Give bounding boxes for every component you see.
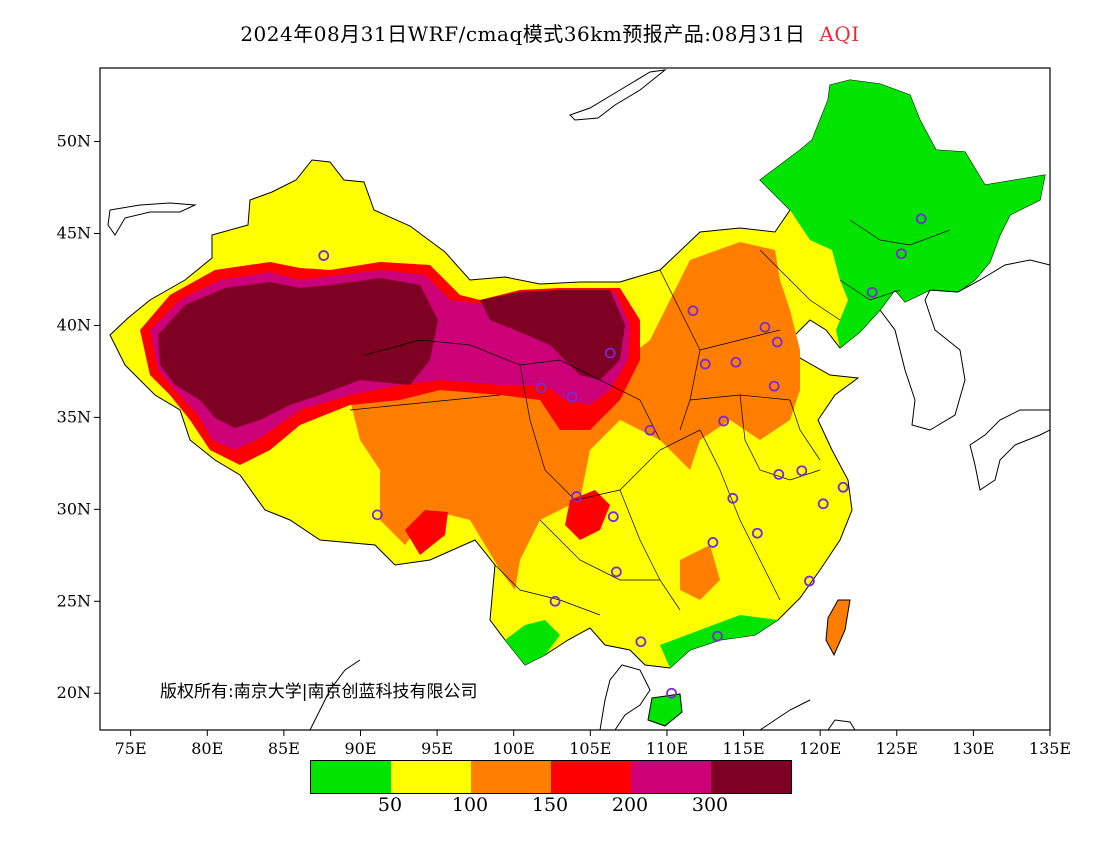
station-marker <box>604 347 616 359</box>
lon-tick-label: 110E <box>646 739 688 758</box>
lon-tick-label: 90E <box>344 739 376 758</box>
region-green-northeast <box>760 80 1045 348</box>
region-maroon-alxa <box>480 290 625 380</box>
longitude-axis: 75E 80E 85E 90E 95E 100E 105E 110E 115E 120E 125E 1… <box>115 730 1071 758</box>
lat-tick-label: 25N <box>57 591 91 610</box>
colorbar-segment <box>471 761 551 793</box>
colorbar-label: 100 <box>451 794 489 816</box>
station-markers <box>318 213 927 699</box>
station-marker <box>768 380 780 392</box>
station-marker <box>571 491 582 502</box>
region-green-south <box>660 615 778 668</box>
station-marker <box>730 356 742 368</box>
station-marker <box>644 424 656 436</box>
station-marker <box>566 391 578 403</box>
station-marker <box>607 511 619 523</box>
colorbar-segment <box>551 761 631 793</box>
station-marker <box>666 687 677 699</box>
lon-tick-label: 135E <box>1029 739 1071 758</box>
station-marker <box>718 415 730 427</box>
colorbar-segment <box>631 761 711 793</box>
station-marker <box>796 465 808 477</box>
station-marker <box>866 286 878 298</box>
colorbar-label: 150 <box>531 794 569 816</box>
aqi-colorbar <box>310 760 792 794</box>
region-red-sichuan <box>405 510 448 555</box>
lon-tick-label: 80E <box>191 739 223 758</box>
station-marker <box>318 250 330 261</box>
colorbar-label: 50 <box>377 794 403 816</box>
lat-tick-label: 40N <box>57 315 91 334</box>
station-marker <box>610 566 622 578</box>
colorbar-segment <box>711 761 791 793</box>
station-marker <box>773 468 785 480</box>
station-marker <box>771 336 783 348</box>
colorbar-label: 200 <box>611 794 649 816</box>
copyright-text: 版权所有:南京大学|南京创蓝科技有限公司 <box>160 682 477 702</box>
latitude-axis: 50N 45N 40N 35N 30N 25N 20N <box>57 132 100 702</box>
lat-tick-label: 45N <box>57 224 91 243</box>
region-taiwan <box>825 599 851 657</box>
region-red-chongqing <box>565 490 610 540</box>
coast-lake-balkhash <box>107 202 197 236</box>
region-green-southwest <box>505 620 560 665</box>
lon-tick-label: 120E <box>799 739 841 758</box>
station-marker <box>549 595 561 607</box>
coast-myanmar <box>309 659 361 730</box>
lat-tick-label: 30N <box>57 499 91 518</box>
province-boundaries <box>349 219 951 616</box>
station-marker <box>915 213 927 225</box>
coast-indochina <box>599 664 651 730</box>
lon-tick-label: 75E <box>115 739 147 758</box>
lon-tick-label: 115E <box>722 739 764 758</box>
coast-lake-baikal <box>569 69 667 121</box>
south-sea-coast <box>759 699 811 730</box>
station-marker <box>699 358 711 370</box>
lat-tick-label: 35N <box>57 407 91 426</box>
lon-tick-label: 125E <box>876 739 918 758</box>
lon-tick-label: 85E <box>268 739 300 758</box>
station-marker <box>535 382 547 394</box>
map-title-variable: AQI <box>819 22 860 46</box>
map-title-main: 2024年08月31日WRF/cmaq模式36km预报产品:08月31日 <box>240 22 806 46</box>
lat-tick-label: 50N <box>57 132 91 151</box>
coast-korea <box>879 259 1050 431</box>
region-maroon-tarim <box>158 278 438 428</box>
lon-tick-label: 100E <box>493 739 535 758</box>
colorbar-segment <box>311 761 391 793</box>
lat-tick-label: 20N <box>57 683 91 702</box>
station-marker <box>687 305 699 317</box>
lon-tick-label: 130E <box>952 739 994 758</box>
station-marker <box>759 321 771 333</box>
station-marker <box>817 498 829 510</box>
colorbar-segment <box>391 761 471 793</box>
lon-tick-label: 95E <box>421 739 453 758</box>
station-marker <box>804 575 815 587</box>
station-marker <box>635 636 647 648</box>
map-title: 2024年08月31日WRF/cmaq模式36km预报产品:08月31日 AQI <box>0 18 1100 47</box>
station-marker <box>751 527 763 539</box>
lon-tick-label: 105E <box>569 739 611 758</box>
coast-philippines <box>827 719 856 730</box>
coast-japan <box>969 409 1050 491</box>
station-marker <box>727 492 739 504</box>
region-orange-south <box>680 545 720 600</box>
map-frame <box>99 67 1051 731</box>
station-marker <box>837 481 849 493</box>
colorbar-label: 300 <box>691 794 729 816</box>
aqi-colorbar-labels: 50 100 150 200 300 <box>0 794 1100 820</box>
station-marker <box>712 630 723 642</box>
station-marker <box>707 537 719 548</box>
station-marker <box>895 248 907 260</box>
station-marker <box>371 509 383 521</box>
